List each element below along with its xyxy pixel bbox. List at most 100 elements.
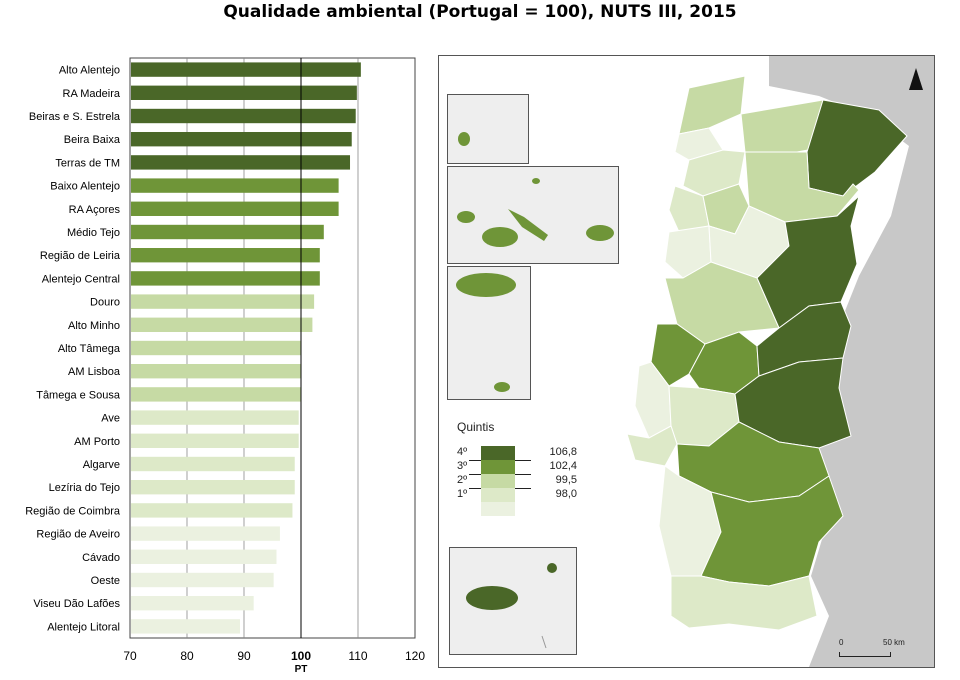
category-label: AM Porto xyxy=(74,436,120,448)
legend-value: 98,0 xyxy=(555,488,577,500)
legend-swatch-q2 xyxy=(481,474,515,488)
inset-azores-west xyxy=(447,94,529,164)
bar xyxy=(131,271,320,286)
bar xyxy=(131,596,254,611)
category-label: Alto Alentejo xyxy=(59,65,120,77)
region-baixo-alentejo xyxy=(700,475,844,587)
bar xyxy=(131,503,293,518)
category-label: Algarve xyxy=(83,459,120,471)
inset-madeira xyxy=(449,547,577,655)
bar xyxy=(131,433,299,448)
tick-labels: 70 80 90 100 110 120 xyxy=(123,649,425,663)
category-label: Médio Tejo xyxy=(67,227,120,239)
category-label: Alto Tâmega xyxy=(58,343,121,355)
map-canvas xyxy=(626,56,934,667)
bar xyxy=(131,62,361,77)
region-algarve xyxy=(670,575,818,631)
north-arrow-icon xyxy=(909,68,923,90)
bar xyxy=(131,294,315,309)
category-label: Douro xyxy=(90,297,120,309)
category-label: Alentejo Litoral xyxy=(47,621,120,633)
category-label: RA Madeira xyxy=(63,88,121,100)
x-tick-label: 120 xyxy=(405,649,425,663)
island-flores-icon xyxy=(458,132,470,146)
chart-title: Qualidade ambiental (Portugal = 100), NU… xyxy=(223,2,737,22)
category-label: RA Açores xyxy=(69,204,121,216)
bar xyxy=(131,201,339,216)
legend-ordinal: 2º xyxy=(457,474,468,486)
legend-title: Quintis xyxy=(457,420,495,434)
category-label: Viseu Dão Lafões xyxy=(33,598,120,610)
legend-ordinal: 3º xyxy=(457,460,468,472)
x-tick-label: 90 xyxy=(237,649,251,663)
category-label: Alentejo Central xyxy=(42,273,120,285)
legend-row-3: 3º 102,4 xyxy=(455,460,585,475)
legend-swatch-q0 xyxy=(481,502,515,516)
legend-swatch-q1 xyxy=(481,488,515,502)
scale-end: 50 km xyxy=(883,638,905,647)
category-label: Beira Baixa xyxy=(64,134,121,146)
category-labels: Alto Alentejo RA Madeira Beiras e S. Estre… xyxy=(25,65,121,634)
bar xyxy=(131,248,320,263)
scale-bar: 0 50 km xyxy=(839,638,929,662)
x-tick-label: 70 xyxy=(123,649,137,663)
bar xyxy=(131,155,351,170)
bar xyxy=(131,317,313,332)
bar xyxy=(131,85,357,100)
legend-row-1: 1º 98,0 xyxy=(455,488,585,502)
category-label: Alto Minho xyxy=(68,320,120,332)
plot-area xyxy=(129,57,416,639)
bars xyxy=(131,62,361,634)
region-alto-minho xyxy=(678,75,746,135)
inset-azores-east xyxy=(447,266,531,400)
legend-ordinal: 4º xyxy=(457,446,468,458)
scale-start: 0 xyxy=(839,638,844,647)
bar xyxy=(131,340,301,356)
bar xyxy=(131,132,352,147)
category-label: Lezíria do Tejo xyxy=(49,482,120,494)
choropleth-map: Quintis 4º 106,8 3º 102,4 2º 99,5 1º 98,… xyxy=(438,55,935,668)
bar-chart: Alto Alentejo RA Madeira Beiras e S. Estre… xyxy=(25,57,425,675)
bar xyxy=(131,549,277,564)
islands-azores-central-icon xyxy=(457,178,614,247)
bar xyxy=(131,480,295,495)
x-tick-label: 80 xyxy=(180,649,194,663)
bar xyxy=(131,619,241,634)
bar xyxy=(131,387,301,402)
legend-value: 102,4 xyxy=(549,460,577,472)
bar xyxy=(131,108,356,124)
bar xyxy=(131,572,274,588)
islands-madeira-icon xyxy=(466,563,557,649)
category-label: Oeste xyxy=(91,575,120,587)
category-label: Terras de TM xyxy=(55,157,120,169)
bar xyxy=(131,364,301,379)
legend-swatch-q4 xyxy=(481,446,515,460)
x-axis-label: PT xyxy=(295,664,308,675)
category-label: Região de Leiria xyxy=(40,250,121,262)
islands-azores-east-icon xyxy=(456,273,516,392)
category-label: Região de Aveiro xyxy=(36,529,120,541)
map-legend: Quintis 4º 106,8 3º 102,4 2º 99,5 1º 98,… xyxy=(455,420,595,520)
category-label: Tâmega e Sousa xyxy=(36,389,121,401)
legend-row-2: 2º 99,5 xyxy=(455,474,585,489)
legend-swatch-q3 xyxy=(481,460,515,474)
legend-value: 99,5 xyxy=(555,474,577,486)
bar xyxy=(131,410,299,425)
bar xyxy=(131,526,280,541)
legend-row-4: 4º 106,8 xyxy=(455,446,585,461)
category-label: AM Lisboa xyxy=(68,366,121,378)
scale-line xyxy=(839,652,891,657)
category-label: Região de Coimbra xyxy=(25,505,121,517)
category-label: Ave xyxy=(101,413,120,425)
spain-landmass xyxy=(769,56,934,667)
bar xyxy=(131,456,295,472)
legend-ordinal: 1º xyxy=(457,488,468,500)
x-tick-label: 100 xyxy=(291,649,311,663)
bar xyxy=(131,178,339,193)
inset-azores-central xyxy=(447,166,619,264)
category-label: Baixo Alentejo xyxy=(50,181,120,193)
category-label: Cávado xyxy=(82,552,120,564)
x-tick-label: 110 xyxy=(348,649,367,663)
legend-value: 106,8 xyxy=(549,446,577,458)
bar xyxy=(131,224,324,240)
